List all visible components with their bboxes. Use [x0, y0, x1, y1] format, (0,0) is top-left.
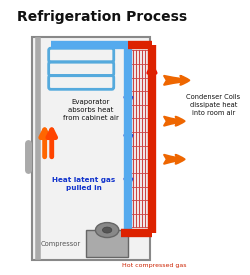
- Text: Condenser Coils
dissipate heat
into room air: Condenser Coils dissipate heat into room…: [186, 94, 240, 116]
- Ellipse shape: [102, 227, 112, 233]
- Bar: [86, 230, 128, 257]
- Text: Hot compressed gas: Hot compressed gas: [122, 263, 186, 268]
- Text: Compressor: Compressor: [41, 241, 81, 247]
- Ellipse shape: [96, 222, 119, 238]
- Text: Evaporator
absorbs heat
from cabinet air: Evaporator absorbs heat from cabinet air: [62, 99, 118, 121]
- Bar: [32, 37, 150, 260]
- Text: Heat latent gas
pulled in: Heat latent gas pulled in: [52, 177, 115, 191]
- Text: Refrigeration Process: Refrigeration Process: [17, 10, 188, 24]
